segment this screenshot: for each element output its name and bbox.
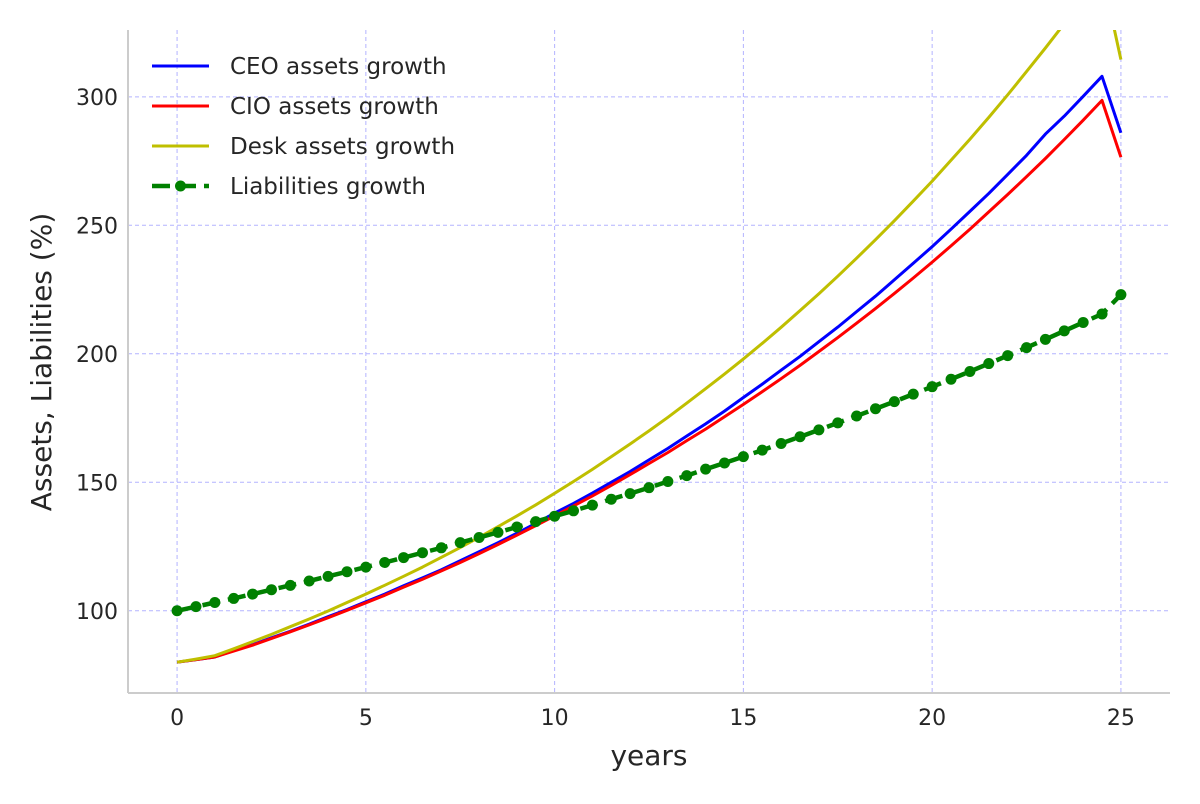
liabilities-marker xyxy=(492,526,504,538)
liabilities-marker xyxy=(1021,342,1033,354)
legend-label-2: CIO assets growth xyxy=(230,94,439,120)
liabilities-marker xyxy=(586,499,598,511)
liabilities-marker xyxy=(1002,350,1014,362)
x-tick-label: 5 xyxy=(359,706,373,731)
liabilities-marker xyxy=(454,537,466,549)
liabilities-marker xyxy=(171,605,183,617)
liabilities-marker xyxy=(700,463,712,475)
x-axis-title: years xyxy=(610,739,687,772)
liabilities-marker xyxy=(530,516,542,528)
axes xyxy=(127,30,1170,694)
x-tick-label: 15 xyxy=(729,706,757,731)
y-tick-label: 200 xyxy=(76,343,118,368)
liabilities-marker xyxy=(1077,316,1089,328)
liabilities-marker xyxy=(1039,333,1051,345)
series-line-3 xyxy=(176,30,1123,664)
liabilities-marker xyxy=(888,396,900,408)
legend-label-4: Liabilities growth xyxy=(230,174,426,200)
liabilities-marker xyxy=(247,588,259,600)
liabilities-marker xyxy=(228,592,240,604)
liabilities-marker xyxy=(435,542,447,554)
liabilities-marker xyxy=(719,457,731,469)
liabilities-marker xyxy=(605,493,617,505)
liabilities-marker xyxy=(624,488,636,500)
liabilities-marker xyxy=(265,584,277,596)
liabilities-marker xyxy=(360,561,372,573)
liabilities-marker xyxy=(870,403,882,415)
x-tick-label: 0 xyxy=(170,706,184,731)
liabilities-marker xyxy=(1115,289,1127,301)
liabilities-marker xyxy=(643,482,655,494)
y-tick-label: 150 xyxy=(76,471,118,496)
y-tick-label: 100 xyxy=(76,600,118,625)
liabilities-marker xyxy=(662,476,674,488)
data-series xyxy=(171,30,1127,664)
liabilities-marker xyxy=(379,556,391,568)
series-line-2 xyxy=(176,98,1123,664)
liabilities-marker xyxy=(945,373,957,385)
y-axis-title: Assets, Liabilities (%) xyxy=(25,213,58,512)
tick-labels: 0 5 10 15 20 25 100 150 200 250 300 xyxy=(76,86,1135,731)
liabilities-marker xyxy=(681,470,693,482)
liabilities-marker xyxy=(473,532,485,544)
liabilities-marker xyxy=(926,381,938,393)
legend-label-3: Desk assets growth xyxy=(230,134,455,160)
x-tick-label: 10 xyxy=(541,706,569,731)
liabilities-marker xyxy=(1058,325,1070,337)
liabilities-marker xyxy=(794,431,806,443)
liabilities-marker xyxy=(832,417,844,429)
liabilities-marker xyxy=(190,601,202,613)
legend-label-1: CEO assets growth xyxy=(230,54,447,80)
liabilities-marker xyxy=(284,579,296,591)
y-tick-label: 300 xyxy=(76,86,118,111)
liabilities-marker xyxy=(775,437,787,449)
liabilities-marker xyxy=(813,424,825,436)
liabilities-marker xyxy=(209,597,221,609)
liabilities-marker xyxy=(549,510,561,522)
x-tick-label: 20 xyxy=(918,706,946,731)
liabilities-marker xyxy=(756,444,768,456)
y-tick-label: 250 xyxy=(76,214,118,239)
liabilities-marker xyxy=(303,575,315,587)
legend: CEO assets growth CIO assets growth Desk a… xyxy=(152,54,455,200)
liabilities-marker xyxy=(398,552,410,564)
liabilities-marker xyxy=(907,388,919,400)
liabilities-marker xyxy=(341,566,353,578)
liabilities-marker xyxy=(567,505,579,517)
liabilities-marker xyxy=(964,366,976,378)
grid-lines xyxy=(128,30,1170,693)
legend-marker xyxy=(175,180,186,192)
liabilities-marker xyxy=(1096,308,1108,320)
liabilities-marker xyxy=(851,410,863,422)
liabilities-marker xyxy=(983,358,995,370)
series-line-4 xyxy=(176,293,1123,613)
liabilities-marker xyxy=(737,451,749,463)
liabilities-marker xyxy=(416,547,428,559)
liabilities-marker xyxy=(322,570,334,582)
liabilities-marker xyxy=(511,521,523,533)
x-tick-label: 25 xyxy=(1107,706,1135,731)
